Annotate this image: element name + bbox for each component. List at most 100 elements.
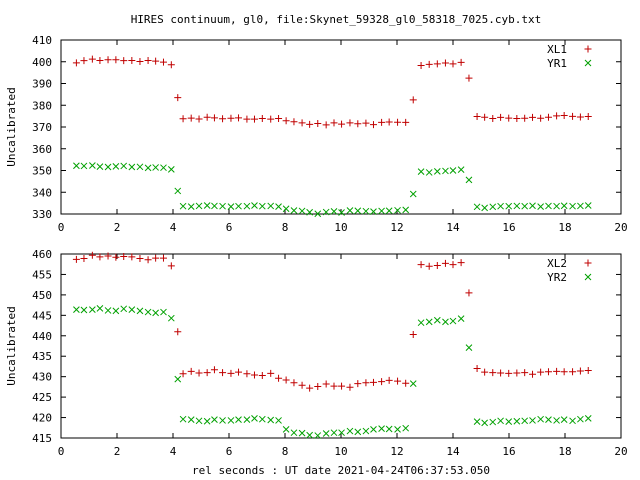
- data-point-yr2: [128, 306, 136, 313]
- data-point-yr2: [465, 344, 473, 351]
- data-point-yr2: [521, 417, 529, 425]
- data-point-yr2: [489, 418, 497, 426]
- data-point-xl2: [576, 367, 584, 375]
- x-tick-label: 10: [334, 221, 347, 234]
- data-point-yr2: [104, 307, 112, 314]
- data-point-xl1: [227, 114, 235, 122]
- data-point-xl1: [441, 59, 449, 67]
- data-point-yr1: [553, 202, 560, 210]
- data-point-yr2: [378, 425, 385, 432]
- data-point-xl2: [219, 369, 227, 377]
- data-point-yr1: [370, 208, 377, 215]
- data-point-yr2: [354, 428, 362, 436]
- data-point-xl1: [433, 60, 441, 68]
- x-tick-label: 2: [114, 445, 121, 458]
- data-point-xl2: [433, 261, 441, 269]
- data-point-yr2: [449, 317, 457, 325]
- data-point-yr1: [362, 207, 370, 215]
- data-point-yr2: [473, 418, 481, 425]
- data-point-xl1: [258, 115, 266, 123]
- data-point-xl1: [120, 57, 128, 65]
- data-point-xl2: [136, 254, 144, 262]
- data-point-xl2: [513, 369, 521, 377]
- data-point-yr2: [179, 415, 187, 423]
- data-point-xl1: [505, 114, 513, 122]
- legend-marker-xl1: [584, 45, 592, 53]
- data-point-xl2: [449, 261, 457, 269]
- data-point-yr2: [442, 318, 449, 326]
- data-point-yr2: [195, 417, 203, 425]
- data-point-xl2: [203, 369, 211, 377]
- data-point-yr1: [560, 202, 568, 210]
- x-tick-label: 4: [170, 221, 177, 234]
- data-point-xl2: [128, 253, 136, 261]
- data-point-yr2: [481, 419, 488, 427]
- data-point-xl1: [449, 60, 457, 68]
- data-point-xl1: [497, 113, 505, 121]
- data-point-xl1: [338, 120, 346, 128]
- data-point-yr1: [584, 202, 592, 209]
- data-point-yr2: [322, 430, 330, 437]
- x-tick-label: 20: [614, 445, 627, 458]
- data-point-yr2: [227, 417, 235, 424]
- data-point-xl2: [72, 255, 80, 263]
- data-point-xl1: [88, 55, 96, 63]
- x-tick-label: 0: [58, 445, 65, 458]
- x-tick-label: 6: [226, 221, 233, 234]
- data-point-yr1: [417, 168, 425, 175]
- data-point-yr1: [306, 208, 313, 216]
- data-point-yr2: [96, 305, 104, 312]
- y-tick-label: 440: [32, 330, 52, 343]
- data-point-yr1: [513, 202, 521, 210]
- y-axis-label: Uncalibrated: [5, 87, 18, 166]
- data-point-xl1: [159, 58, 167, 66]
- data-point-yr1: [385, 207, 393, 215]
- data-point-xl2: [250, 371, 258, 379]
- data-point-yr1: [128, 163, 136, 171]
- y-tick-label: 450: [32, 289, 52, 302]
- data-point-yr2: [362, 427, 370, 435]
- data-point-yr2: [112, 307, 120, 315]
- y-tick-label: 390: [32, 78, 52, 91]
- data-point-xl2: [560, 368, 568, 376]
- x-tick-label: 8: [282, 445, 289, 458]
- data-point-xl2: [537, 368, 545, 376]
- data-point-xl2: [227, 369, 235, 377]
- y-tick-label: 445: [32, 309, 52, 322]
- legend-label-xl1: XL1: [547, 43, 567, 56]
- data-point-yr1: [267, 202, 275, 210]
- legend-marker-yr1: [584, 59, 592, 67]
- data-point-yr2: [346, 427, 354, 435]
- data-point-yr2: [553, 417, 560, 424]
- data-point-xl1: [553, 112, 561, 120]
- data-point-yr1: [338, 209, 345, 216]
- data-point-yr1: [152, 164, 159, 171]
- x-tick-label: 12: [390, 221, 403, 234]
- data-point-yr1: [80, 162, 88, 170]
- plot-frame: [60, 39, 622, 215]
- y-tick-label: 435: [32, 350, 52, 363]
- data-point-xl2: [195, 369, 203, 377]
- data-point-yr2: [338, 429, 345, 437]
- data-point-yr1: [258, 202, 266, 210]
- data-point-xl2: [354, 380, 362, 388]
- data-point-yr2: [267, 416, 275, 424]
- data-point-xl1: [112, 56, 120, 64]
- data-point-yr1: [354, 207, 362, 215]
- data-point-yr1: [219, 202, 226, 210]
- data-point-xl2: [120, 252, 128, 260]
- data-point-xl2: [402, 379, 410, 387]
- data-point-yr2: [80, 306, 88, 314]
- data-point-yr1: [112, 163, 120, 170]
- y-tick-label: 380: [32, 99, 52, 112]
- data-point-yr2: [219, 417, 226, 424]
- y-tick-label: 455: [32, 268, 52, 281]
- data-point-xl2: [243, 370, 251, 378]
- data-point-xl2: [179, 370, 187, 378]
- data-point-xl2: [167, 262, 175, 270]
- plot-frame: [60, 253, 622, 439]
- data-point-yr2: [251, 415, 258, 422]
- data-point-xl2: [187, 367, 195, 375]
- data-point-yr2: [306, 431, 313, 439]
- data-point-yr1: [330, 208, 338, 215]
